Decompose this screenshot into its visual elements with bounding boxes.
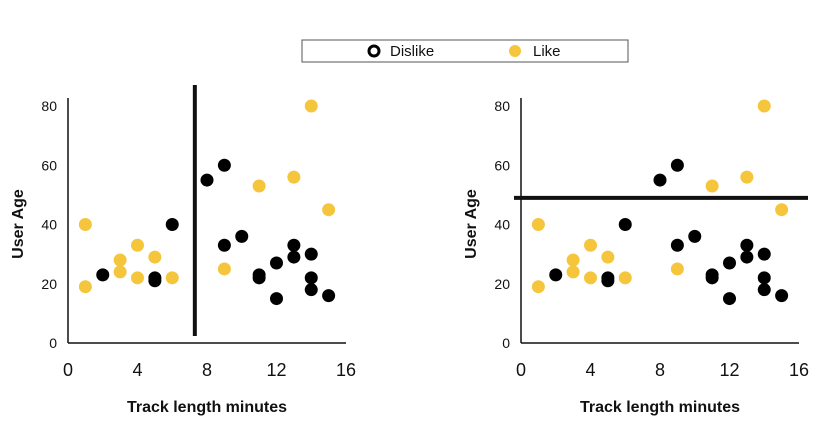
x-axis-title: Track length minutes <box>127 399 287 416</box>
like-point <box>705 179 719 193</box>
x-tick-label: 0 <box>63 360 73 380</box>
like-point <box>304 99 318 113</box>
dislike-point <box>723 256 736 270</box>
y-tick-label: 80 <box>494 98 510 114</box>
dislike-point <box>757 283 771 297</box>
dislike-point <box>287 238 301 252</box>
x-tick-label: 4 <box>132 360 142 380</box>
like-point <box>584 238 597 252</box>
dislike-point <box>723 292 736 306</box>
like-point <box>252 179 266 193</box>
dislike-point <box>165 218 179 231</box>
chart-left: 0 20 40 60 80 0 4 8 12 16 Track length m… <box>10 85 356 416</box>
y-tick-label: 20 <box>41 276 57 292</box>
legend-dislike-label: Dislike <box>390 43 434 60</box>
like-point <box>165 271 179 285</box>
dislike-point <box>601 274 615 288</box>
like-point <box>78 218 92 231</box>
like-point <box>287 170 301 184</box>
dislike-point <box>549 268 563 282</box>
dislike-point <box>757 271 771 285</box>
like-point <box>670 262 684 276</box>
y-tick-label: 0 <box>502 335 510 351</box>
like-point <box>531 280 545 294</box>
dislike-point <box>740 238 754 252</box>
dislike-point <box>705 271 719 285</box>
like-point <box>131 271 144 285</box>
like-point <box>78 280 92 294</box>
dislike-point <box>304 247 318 261</box>
x-tick-label: 8 <box>655 360 665 380</box>
y-tick-label: 80 <box>41 98 57 114</box>
y-tick-label: 60 <box>494 157 510 173</box>
dislike-point <box>217 158 231 172</box>
x-tick-label: 12 <box>266 360 286 380</box>
legend-like-marker <box>509 45 521 57</box>
dislike-point <box>740 250 754 264</box>
dislike-point <box>688 229 702 243</box>
y-tick-label: 20 <box>494 276 510 292</box>
like-point <box>531 218 545 231</box>
dislike-point <box>670 158 684 172</box>
like-point <box>113 265 127 279</box>
dislike-point <box>270 292 283 306</box>
dislike-point <box>304 271 318 285</box>
y-tick-label: 0 <box>49 335 57 351</box>
like-point <box>566 265 580 279</box>
legend-box <box>301 39 629 63</box>
chart-right: 0 20 40 60 80 0 4 8 12 16 Track length m… <box>463 98 809 416</box>
y-tick-label: 40 <box>494 217 510 233</box>
dislike-point <box>235 229 249 243</box>
y-axis-title: User Age <box>463 189 480 259</box>
legend-dislike-marker <box>367 44 381 58</box>
like-point <box>566 253 580 267</box>
like-point <box>322 203 336 217</box>
dislike-point <box>670 238 684 252</box>
x-tick-label: 16 <box>789 360 809 380</box>
like-point <box>113 253 127 267</box>
x-tick-label: 0 <box>516 360 526 380</box>
dislike-point <box>653 173 667 187</box>
dislike-point <box>96 268 110 282</box>
like-point <box>131 238 144 252</box>
x-tick-label: 8 <box>202 360 212 380</box>
dislike-point <box>287 250 301 264</box>
like-point <box>775 203 789 217</box>
like-point <box>148 250 162 264</box>
legend: Dislike Like <box>301 39 629 63</box>
x-tick-label: 12 <box>719 360 739 380</box>
y-axis-title: User Age <box>10 189 27 259</box>
y-tick-label: 40 <box>41 217 57 233</box>
dislike-point <box>304 283 318 297</box>
like-point <box>757 99 771 113</box>
like-point <box>618 271 632 285</box>
dislike-point <box>200 173 214 187</box>
like-point <box>217 262 231 276</box>
y-tick-label: 60 <box>41 157 57 173</box>
dislike-point <box>148 274 162 288</box>
x-axis-title: Track length minutes <box>580 399 740 416</box>
dislike-point <box>270 256 283 270</box>
dislike-point <box>775 289 789 303</box>
dislike-point <box>618 218 632 231</box>
like-point <box>584 271 597 285</box>
dislike-point <box>217 238 231 252</box>
legend-like-label: Like <box>533 43 561 60</box>
x-tick-label: 16 <box>336 360 356 380</box>
dislike-point <box>322 289 336 303</box>
like-point <box>601 250 615 264</box>
like-point <box>740 170 754 184</box>
dislike-point <box>757 247 771 261</box>
x-tick-label: 4 <box>585 360 595 380</box>
dislike-point <box>252 271 266 285</box>
